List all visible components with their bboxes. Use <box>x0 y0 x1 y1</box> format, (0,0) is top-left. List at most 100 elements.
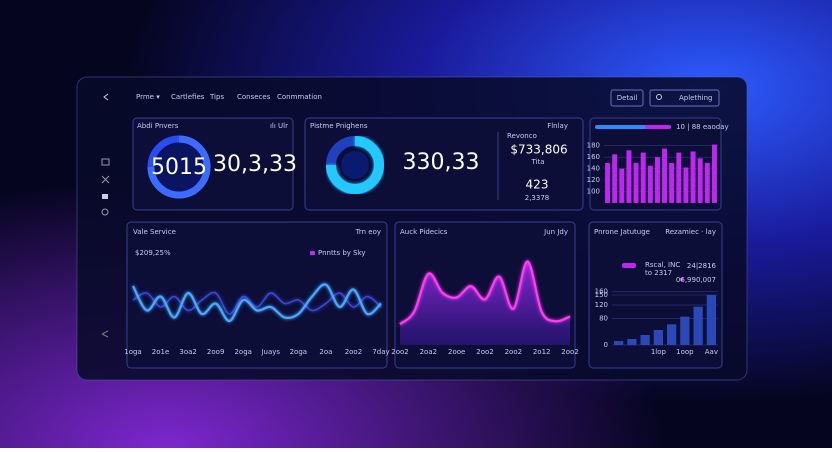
card-title: Vale Service <box>133 228 176 236</box>
card-tag: Jun Jdy <box>543 228 568 236</box>
card-tag: Flnlay <box>547 122 568 130</box>
donut-arc <box>147 135 211 199</box>
bar <box>666 324 677 345</box>
line <box>132 291 382 315</box>
legend-swatch <box>622 263 636 268</box>
sidebar-icon[interactable] <box>101 158 110 166</box>
y-tick-label: 150 <box>595 291 608 299</box>
donut-center <box>341 151 369 179</box>
amount: $209,25% <box>135 249 171 257</box>
x-tick-label: 2oga <box>234 348 251 356</box>
back-icon[interactable] <box>103 93 109 101</box>
x-tick-label: Aav <box>705 348 718 356</box>
button-label[interactable]: Detail <box>617 94 638 102</box>
y-tick-label: 0 <box>604 341 608 349</box>
x-tick-label: 2oo9 <box>207 348 224 356</box>
nav-item[interactable]: Conseces <box>237 93 271 101</box>
y-tick-label: 100 <box>587 188 600 196</box>
y-tick-label: 140 <box>587 165 600 173</box>
bar <box>683 167 689 203</box>
mini-label: 10 | 88 eaoday <box>676 123 729 131</box>
nav-item[interactable]: Conmmation <box>277 93 322 101</box>
search-icon <box>656 94 662 100</box>
sidebar-icon[interactable] <box>101 208 109 216</box>
x-tick-label: 2oga <box>290 348 307 356</box>
x-tick-label: Juays <box>260 348 280 356</box>
x-tick-label: 2oa2 <box>420 348 437 356</box>
y-tick-label: 120 <box>587 176 600 184</box>
nav-item[interactable]: Prme ▾ <box>136 93 160 101</box>
bar <box>612 154 618 203</box>
x-tick-label: 2oo2 <box>391 348 408 356</box>
nav-item[interactable]: Cartlefies <box>171 93 205 101</box>
x-tick-label: 2oo2 <box>345 348 362 356</box>
card <box>126 221 388 369</box>
donut-arc <box>326 136 384 194</box>
stat: 24|2816 <box>687 262 717 270</box>
count-label: 2,3378 <box>525 194 550 202</box>
detail-button[interactable] <box>610 89 644 107</box>
line <box>399 260 571 325</box>
x-tick-label: 2oo2 <box>476 348 493 356</box>
bar <box>693 306 703 345</box>
sidebar-icon[interactable] <box>102 194 108 199</box>
bar <box>690 151 696 203</box>
card-tag: Trn eoy <box>355 228 381 236</box>
stat-value: 30,3,33 <box>213 152 297 177</box>
line <box>132 283 382 323</box>
x-tick-label: 7day <box>372 348 389 356</box>
bar <box>605 162 611 203</box>
bar <box>697 158 703 203</box>
sub-title: Revonco <box>507 132 537 140</box>
x-tick-label: 2o1e <box>152 348 170 356</box>
card-title: Abdi Pnvers <box>137 122 179 130</box>
legend-label: Pnntts by Sky <box>318 249 366 257</box>
x-tick-label: 2oo2 <box>561 348 578 356</box>
bar <box>619 168 625 203</box>
bar <box>662 148 668 203</box>
x-tick-label: 2oa <box>319 348 332 356</box>
x-tick-label: 2oo2 <box>505 348 522 356</box>
sidebar-icon[interactable] <box>101 175 110 184</box>
legend-sub: to 2317 <box>645 269 672 277</box>
x-tick-label: 2ooe <box>448 348 465 356</box>
stat-swatch <box>680 278 683 281</box>
bar <box>647 165 653 203</box>
bar <box>669 162 675 203</box>
area <box>400 261 570 345</box>
card-tag: ılı Ulr <box>270 122 288 130</box>
x-tick-label: 1oga <box>124 348 141 356</box>
card-tag: Rezamiec · lay <box>665 228 716 236</box>
progress-bar <box>645 125 671 129</box>
bar <box>654 157 660 203</box>
nav-item[interactable]: Tips <box>209 93 224 101</box>
bar <box>626 150 632 203</box>
x-tick-label: 1lop <box>651 348 667 356</box>
bar <box>706 295 717 345</box>
bar <box>627 339 637 345</box>
bar <box>704 162 710 203</box>
bar <box>633 162 639 203</box>
bar <box>640 152 646 203</box>
y-tick-label: 160 <box>595 288 608 296</box>
stat-value: 330,33 <box>403 150 480 175</box>
card-title: Pnrone Jatutuge <box>594 228 650 236</box>
x-tick-label: 3oa2 <box>179 348 196 356</box>
legend-swatch <box>310 251 315 255</box>
legend-label: Rscal, INC <box>645 261 680 269</box>
search-button[interactable] <box>649 89 720 107</box>
bar <box>680 316 690 345</box>
x-tick-label: 2o12 <box>533 348 551 356</box>
stat: 06,990,007 <box>676 276 716 284</box>
card-title: Pistme Pnighens <box>310 122 368 130</box>
sub-label: Tita <box>530 158 544 166</box>
bar <box>711 144 717 203</box>
sidebar-icon[interactable] <box>101 330 109 338</box>
button-label[interactable]: Aplething <box>679 94 713 102</box>
y-tick-label: 120 <box>595 301 608 309</box>
y-tick-label: 160 <box>587 153 600 161</box>
sub-value: $733,806 <box>510 143 567 157</box>
card <box>304 117 584 211</box>
stat-value: 5015 <box>151 155 207 180</box>
